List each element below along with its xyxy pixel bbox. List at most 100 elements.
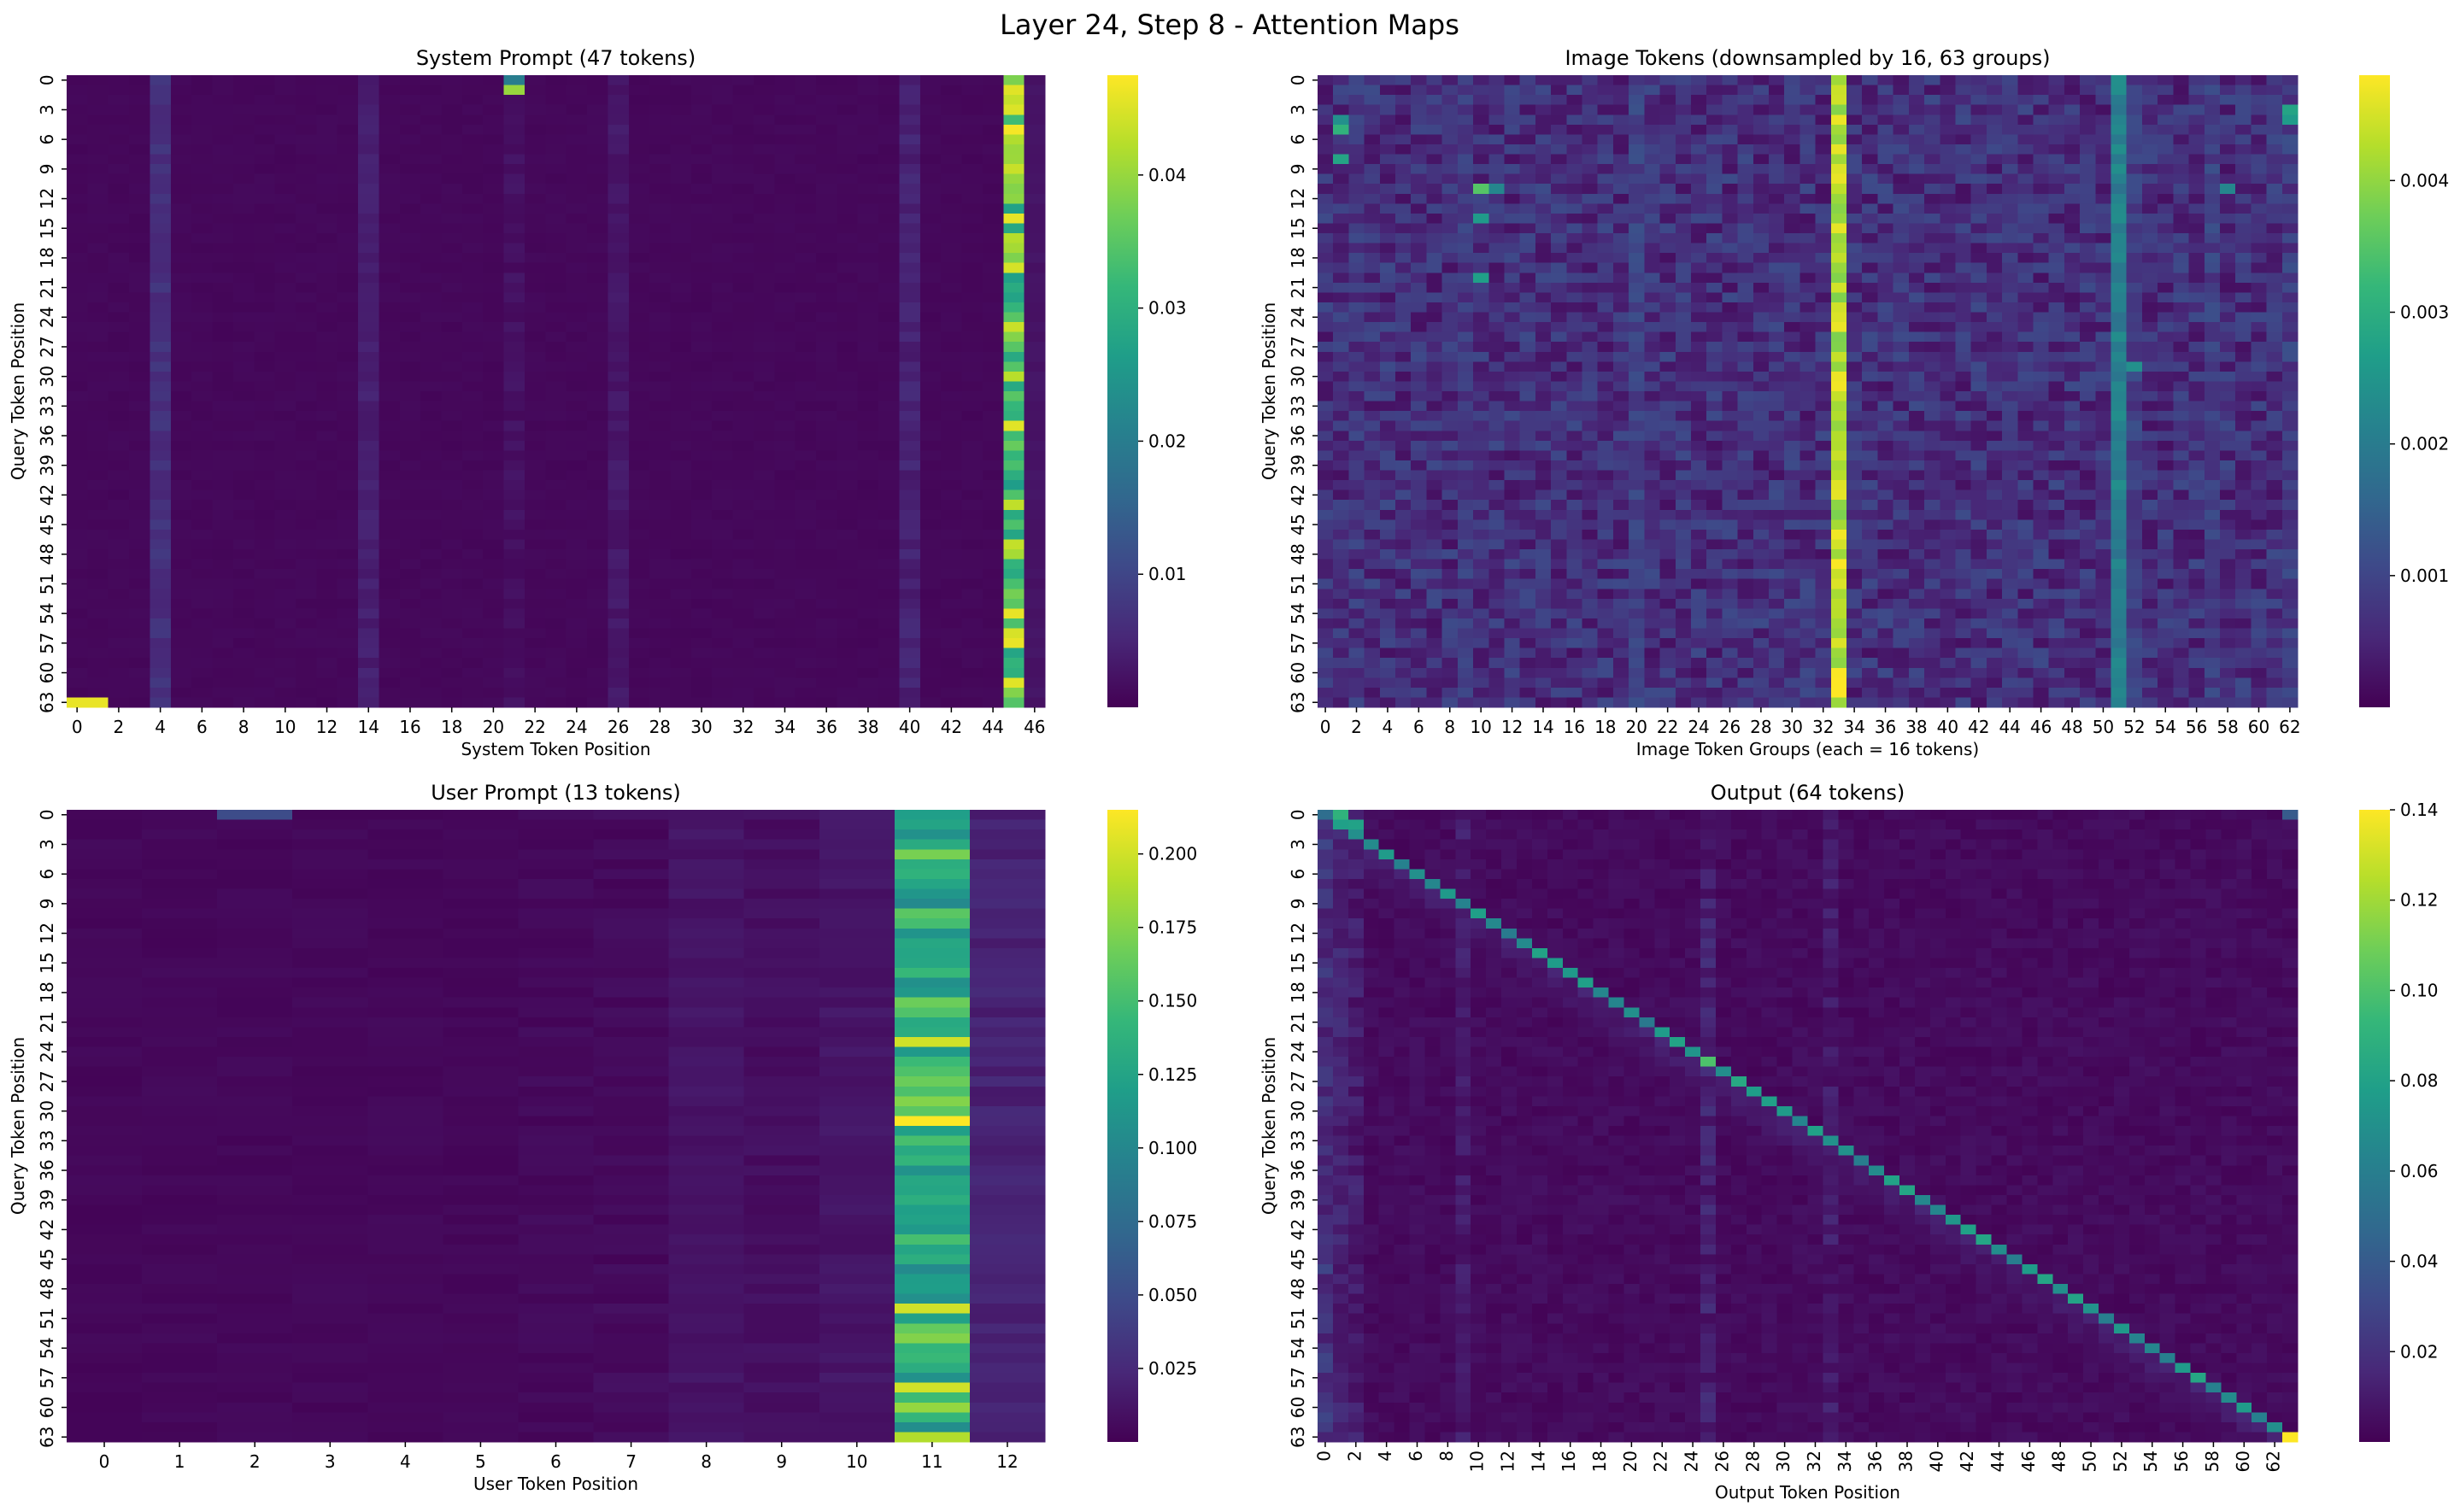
heatmap-cell <box>1893 213 1910 225</box>
heatmap-cell <box>587 124 608 135</box>
heatmap-cell <box>67 549 88 560</box>
heatmap-cell <box>2266 292 2283 303</box>
heatmap-cell <box>1318 223 1334 234</box>
heatmap-cell <box>2064 262 2081 273</box>
heatmap-cell <box>2033 193 2050 204</box>
heatmap-cell <box>899 628 921 639</box>
heatmap-cell <box>2235 114 2252 126</box>
heatmap-cell <box>2219 243 2236 254</box>
heatmap-cell <box>108 618 130 630</box>
heatmap-cell <box>795 420 817 431</box>
heatmap-cell <box>274 213 296 225</box>
heatmap-cell <box>587 667 608 678</box>
heatmap-cell <box>1877 342 1894 353</box>
heatmap-cell <box>919 371 942 383</box>
heatmap-cell <box>732 420 754 431</box>
heatmap-cell <box>649 411 672 422</box>
heatmap-cell <box>316 509 338 520</box>
heatmap-cell <box>878 144 901 155</box>
heatmap-cell <box>191 608 214 619</box>
heatmap-cell <box>503 75 525 86</box>
heatmap-cell <box>2251 164 2268 175</box>
heatmap-cell <box>545 312 567 323</box>
heatmap-cell <box>420 104 443 115</box>
heatmap-cell <box>1675 134 1692 145</box>
heatmap-cell <box>1551 104 1567 115</box>
heatmap-cell <box>1908 193 1925 204</box>
heatmap-cell <box>1473 282 1489 293</box>
heatmap-cell <box>753 164 775 175</box>
heatmap-cell <box>1348 361 1365 372</box>
heatmap-cell <box>753 638 775 649</box>
heatmap-cell <box>67 559 88 570</box>
heatmap-cell <box>1473 184 1489 195</box>
heatmap-cell <box>670 203 692 214</box>
heatmap-cell <box>108 193 130 204</box>
heatmap-cell <box>2158 292 2174 303</box>
heatmap-cell <box>295 569 317 580</box>
heatmap-cell <box>150 184 172 195</box>
heatmap-cell <box>1519 223 1536 234</box>
heatmap-cell <box>1395 223 1412 234</box>
heatmap-cell <box>1862 114 1879 126</box>
heatmap-cell <box>649 361 672 372</box>
heatmap-cell <box>358 223 380 234</box>
heatmap-cell <box>837 173 859 185</box>
heatmap-cell <box>337 589 359 600</box>
heatmap-cell <box>358 342 380 353</box>
heatmap-cell <box>1737 223 1754 234</box>
heatmap-cell <box>483 233 505 244</box>
heatmap-cell <box>774 598 796 609</box>
heatmap-cell <box>712 440 734 451</box>
heatmap-cell <box>2251 95 2268 106</box>
heatmap-cell <box>2064 302 2081 314</box>
heatmap-cell <box>1940 144 1957 155</box>
heatmap-cell <box>545 302 567 314</box>
heatmap-cell <box>941 460 963 472</box>
heatmap-cell <box>1862 273 1879 284</box>
heatmap-cell <box>1753 75 1770 86</box>
heatmap-cell <box>420 193 443 204</box>
heatmap-cell <box>982 539 1004 550</box>
heatmap-cell <box>732 460 754 472</box>
heatmap-cell <box>712 233 734 244</box>
heatmap-cell <box>503 618 525 630</box>
heatmap-cell <box>1924 164 1940 175</box>
heatmap-cell <box>732 124 754 135</box>
heatmap-cell <box>878 500 901 511</box>
heatmap-cell <box>1024 184 1046 195</box>
heatmap-cell <box>1379 114 1396 126</box>
heatmap-cell <box>1830 361 1847 372</box>
heatmap-cell <box>1024 431 1046 442</box>
heatmap-cell <box>587 144 608 155</box>
heatmap-cell <box>1333 114 1350 126</box>
heatmap-cell <box>274 282 296 293</box>
heatmap-cell <box>587 411 608 422</box>
heatmap-cell <box>461 431 484 442</box>
heatmap-cell <box>649 95 672 106</box>
heatmap-cell <box>712 351 734 362</box>
heatmap-cell <box>1441 361 1459 372</box>
heatmap-cell <box>941 658 963 669</box>
heatmap-cell <box>316 569 338 580</box>
heatmap-cell <box>816 223 837 234</box>
heatmap-cell <box>420 431 443 442</box>
heatmap-cell <box>1629 75 1645 86</box>
heatmap-cell <box>608 351 630 362</box>
heatmap-cell <box>1908 124 1925 135</box>
heatmap-cell <box>2080 361 2096 372</box>
heatmap-cell <box>232 184 255 195</box>
heatmap-cell <box>461 154 484 165</box>
heatmap-cell <box>1457 282 1474 293</box>
heatmap-cell <box>441 312 463 323</box>
heatmap-cell <box>358 677 380 689</box>
heatmap-cell <box>2033 243 2050 254</box>
heatmap-cell <box>961 124 983 135</box>
heatmap-cell <box>941 164 963 175</box>
heatmap-cell <box>566 351 588 362</box>
heatmap-cell <box>899 391 921 402</box>
heatmap-cell <box>1318 75 1334 86</box>
heatmap-cell <box>608 539 630 550</box>
heatmap-cell <box>2158 184 2174 195</box>
heatmap-cell <box>108 114 130 126</box>
